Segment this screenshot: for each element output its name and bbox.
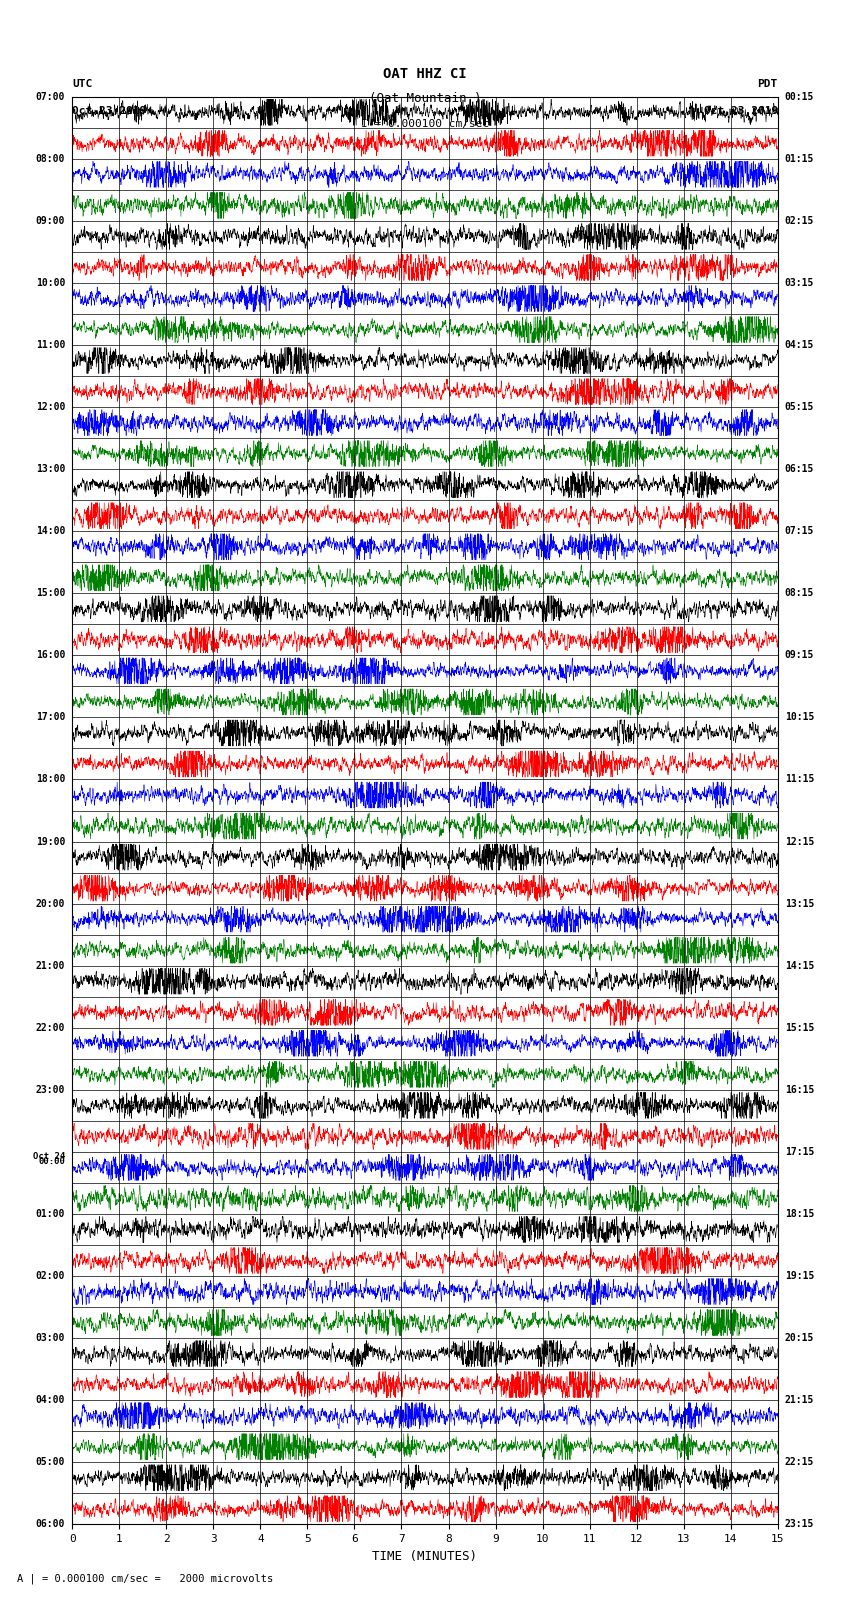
Text: PDT: PDT xyxy=(757,79,778,89)
Text: 14:00: 14:00 xyxy=(36,526,65,536)
Text: 16:15: 16:15 xyxy=(785,1086,814,1095)
Text: 12:00: 12:00 xyxy=(36,402,65,411)
Text: 02:15: 02:15 xyxy=(785,216,814,226)
Text: 06:15: 06:15 xyxy=(785,465,814,474)
Text: 15:00: 15:00 xyxy=(36,589,65,598)
Text: 10:00: 10:00 xyxy=(36,277,65,289)
Text: 22:00: 22:00 xyxy=(36,1023,65,1032)
Text: 23:15: 23:15 xyxy=(785,1519,814,1529)
Text: 13:15: 13:15 xyxy=(785,898,814,908)
Text: 15:15: 15:15 xyxy=(785,1023,814,1032)
Text: 08:00: 08:00 xyxy=(36,153,65,165)
Text: UTC: UTC xyxy=(72,79,93,89)
Text: 20:00: 20:00 xyxy=(36,898,65,908)
Text: 21:00: 21:00 xyxy=(36,961,65,971)
Text: 01:15: 01:15 xyxy=(785,153,814,165)
Text: 19:00: 19:00 xyxy=(36,837,65,847)
Text: 08:15: 08:15 xyxy=(785,589,814,598)
Text: Oct 23,2019: Oct 23,2019 xyxy=(704,106,778,116)
Text: 17:15: 17:15 xyxy=(785,1147,814,1157)
Text: 23:00: 23:00 xyxy=(36,1086,65,1095)
Text: 18:15: 18:15 xyxy=(785,1210,814,1219)
Text: 05:15: 05:15 xyxy=(785,402,814,411)
Text: Oct 24: Oct 24 xyxy=(33,1152,65,1161)
Text: 19:15: 19:15 xyxy=(785,1271,814,1281)
Text: 04:15: 04:15 xyxy=(785,340,814,350)
Text: 20:15: 20:15 xyxy=(785,1332,814,1344)
Text: 04:00: 04:00 xyxy=(36,1395,65,1405)
Text: 12:15: 12:15 xyxy=(785,837,814,847)
Text: 16:00: 16:00 xyxy=(36,650,65,660)
Text: 17:00: 17:00 xyxy=(36,713,65,723)
Text: 21:15: 21:15 xyxy=(785,1395,814,1405)
Text: 13:00: 13:00 xyxy=(36,465,65,474)
Text: 00:15: 00:15 xyxy=(785,92,814,102)
Text: 03:00: 03:00 xyxy=(36,1332,65,1344)
Text: 18:00: 18:00 xyxy=(36,774,65,784)
Text: 11:15: 11:15 xyxy=(785,774,814,784)
Text: 03:15: 03:15 xyxy=(785,277,814,289)
Text: (Oat Mountain ): (Oat Mountain ) xyxy=(369,92,481,105)
Text: 22:15: 22:15 xyxy=(785,1457,814,1468)
Text: 11:00: 11:00 xyxy=(36,340,65,350)
Text: 06:00: 06:00 xyxy=(36,1519,65,1529)
Text: 00:00: 00:00 xyxy=(38,1157,65,1166)
Text: 01:00: 01:00 xyxy=(36,1210,65,1219)
Text: 07:00: 07:00 xyxy=(36,92,65,102)
Text: I = 0.000100 cm/sec: I = 0.000100 cm/sec xyxy=(361,119,489,129)
Text: 10:15: 10:15 xyxy=(785,713,814,723)
Text: 14:15: 14:15 xyxy=(785,961,814,971)
X-axis label: TIME (MINUTES): TIME (MINUTES) xyxy=(372,1550,478,1563)
Text: A | = 0.000100 cm/sec =   2000 microvolts: A | = 0.000100 cm/sec = 2000 microvolts xyxy=(17,1573,273,1584)
Text: 07:15: 07:15 xyxy=(785,526,814,536)
Text: OAT HHZ CI: OAT HHZ CI xyxy=(383,66,467,81)
Text: Oct 23,2019: Oct 23,2019 xyxy=(72,106,146,116)
Text: 09:00: 09:00 xyxy=(36,216,65,226)
Text: 02:00: 02:00 xyxy=(36,1271,65,1281)
Text: 05:00: 05:00 xyxy=(36,1457,65,1468)
Text: 09:15: 09:15 xyxy=(785,650,814,660)
